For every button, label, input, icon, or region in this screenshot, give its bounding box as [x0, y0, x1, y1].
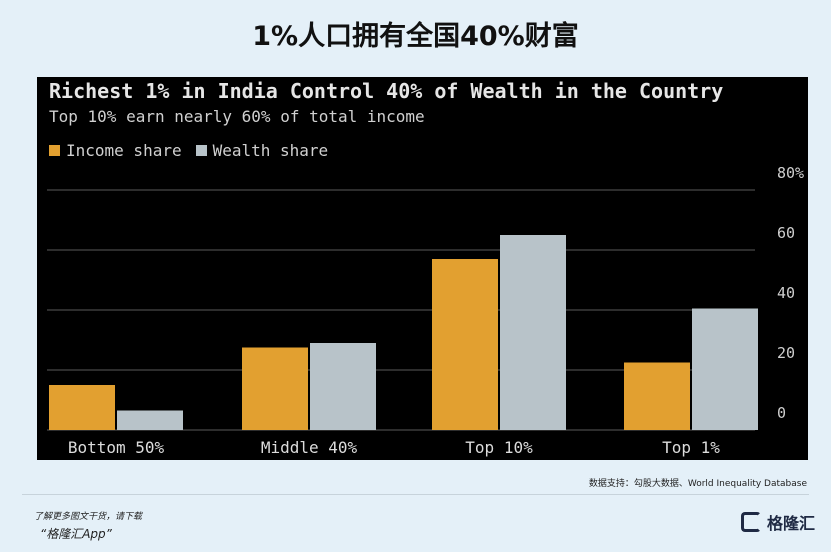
legend-item-income: Income share: [49, 141, 182, 160]
y-tick-label: 0: [777, 404, 786, 422]
footer-app-name: “格隆汇App”: [40, 527, 112, 541]
bar-income: [624, 362, 690, 430]
legend-item-wealth: Wealth share: [195, 141, 329, 160]
page-title: 1%人口拥有全国40%财富: [252, 21, 579, 52]
logo-text: 格隆汇: [766, 514, 815, 533]
x-category-label: Top 10%: [465, 438, 533, 457]
bar-wealth: [310, 343, 376, 430]
x-category-label: Bottom 50%: [68, 438, 165, 457]
footer-promo-text: 了解更多图文干货，请下载: [34, 512, 143, 522]
chart-legend: Income share Wealth share: [49, 141, 342, 160]
chart-panel: Richest 1% in India Control 40% of Wealt…: [37, 77, 808, 460]
bar-wealth: [500, 235, 566, 430]
data-source-note: 数据支持：勾股大数据、World Inequality Database: [588, 479, 807, 489]
x-category-label: Middle 40%: [261, 438, 358, 457]
bar-income: [242, 347, 308, 430]
y-tick-label: 80%: [777, 164, 804, 182]
footer-divider: [22, 494, 809, 495]
chart-title: Richest 1% in India Control 40% of Wealt…: [49, 79, 724, 103]
x-category-label: Top 1%: [662, 438, 720, 457]
bar-wealth: [117, 410, 183, 430]
legend-label-wealth: Wealth share: [212, 141, 329, 160]
y-tick-label: 60: [777, 224, 795, 242]
bar-income: [432, 259, 498, 430]
legend-swatch-income: [49, 145, 60, 156]
y-tick-label: 20: [777, 344, 795, 362]
legend-label-income: Income share: [66, 141, 182, 160]
bar-chart-plot: 0 20 40 60 80% Bottom 50% Middle 40% Top 10% Top…: [47, 164, 804, 457]
bar-income: [49, 385, 115, 430]
bar-wealth: [692, 308, 758, 430]
chart-subtitle: Top 10% earn nearly 60% of total income: [49, 107, 425, 126]
legend-swatch-wealth: [195, 145, 207, 156]
brand-logo: 格隆汇: [740, 510, 815, 534]
logo-g-icon: [740, 512, 761, 532]
y-tick-label: 40: [777, 284, 795, 302]
